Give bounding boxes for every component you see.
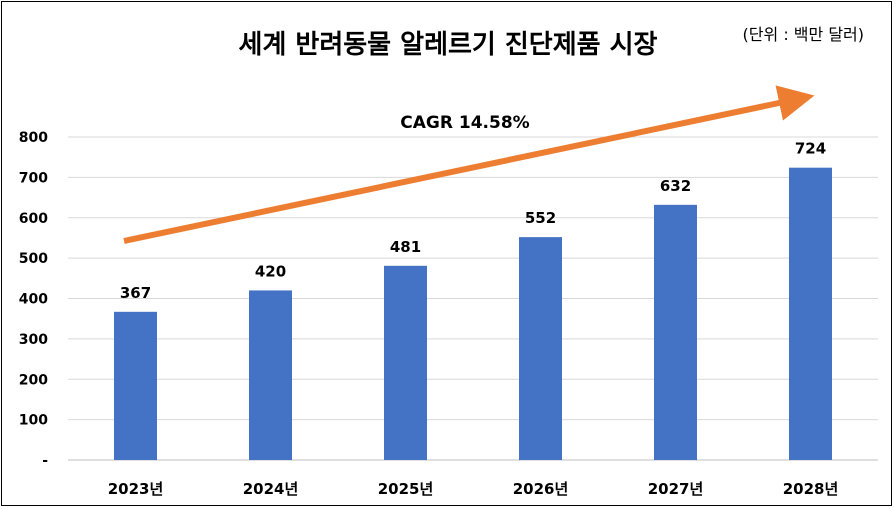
data-labels: 367 420 481 552 632 724 — [120, 140, 826, 302]
chart-title: 세계 반려동물 알레르기 진단제품 시장 — [239, 30, 658, 60]
y-tick-label: 100 — [19, 413, 48, 429]
x-tick-label: 2024년 — [243, 480, 299, 498]
bar-2028년 — [789, 167, 832, 460]
data-label: 481 — [390, 238, 421, 256]
gridlines — [68, 136, 878, 461]
x-tick-label: 2026년 — [513, 480, 569, 498]
cagr-annotation: CAGR 14.58% — [400, 113, 529, 133]
x-axis: 2023년 2024년 2025년 2026년 2027년 2028년 — [108, 480, 839, 498]
y-tick-label: 400 — [19, 292, 48, 308]
y-tick-label: 500 — [19, 251, 48, 267]
bar-2027년 — [654, 204, 697, 460]
y-tick-label: 700 — [19, 170, 48, 186]
x-tick-label: 2025년 — [378, 480, 434, 498]
y-tick-label: - — [42, 453, 48, 469]
data-label: 420 — [255, 262, 286, 280]
bars — [114, 167, 832, 460]
y-axis: - 100 200 300 400 500 600 700 800 — [19, 130, 48, 469]
bar-2024년 — [249, 290, 292, 460]
data-label: 367 — [120, 284, 151, 302]
bar-2026년 — [519, 237, 562, 460]
data-label: 724 — [795, 140, 826, 158]
x-tick-label: 2023년 — [108, 480, 164, 498]
y-tick-label: 200 — [19, 372, 48, 388]
bar-2023년 — [114, 311, 157, 460]
y-tick-label: 800 — [19, 130, 48, 146]
cagr-trend-arrow — [123, 85, 815, 244]
x-tick-label: 2027년 — [648, 480, 704, 498]
y-tick-label: 300 — [19, 332, 48, 348]
y-tick-label: 600 — [19, 211, 48, 227]
unit-note: (단위 : 백만 달러) — [743, 25, 864, 44]
bar-2025년 — [384, 265, 427, 460]
x-tick-label: 2028년 — [783, 480, 839, 498]
data-label: 552 — [525, 209, 556, 227]
data-label: 632 — [660, 177, 691, 195]
